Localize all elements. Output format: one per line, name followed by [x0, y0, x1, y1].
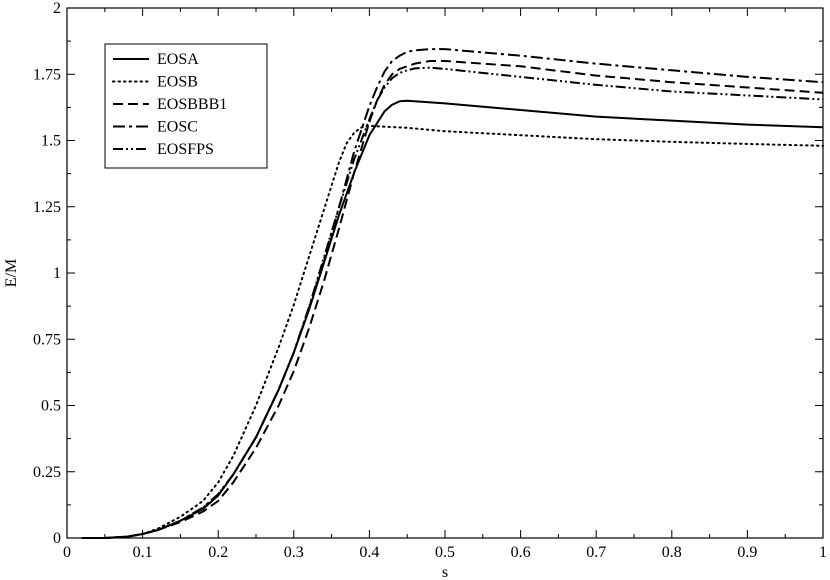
plot-area — [81, 48, 824, 539]
series-line-eosbbb1 — [82, 60, 824, 539]
legend: EOSA EOSB EOSBBB1 EOSC EOSFPS — [104, 43, 268, 169]
y-tick-label: 1.5 — [41, 133, 61, 150]
series-line-eosb — [81, 124, 824, 539]
y-axis-title: E/M — [3, 259, 20, 287]
x-tick-label: 0.2 — [208, 544, 228, 561]
x-tick-label: 0.5 — [435, 544, 455, 561]
y-tick-label: 0.75 — [33, 331, 61, 348]
y-tick-label: 0.5 — [41, 398, 61, 415]
legend-label-eosa: EOSA — [157, 51, 199, 68]
x-tick-label: 0.7 — [586, 544, 606, 561]
x-tick-label: 0.6 — [511, 544, 531, 561]
legend-box — [104, 43, 268, 169]
y-tick-label: 2 — [53, 0, 61, 17]
legend-label-eosbbb1: EOSBBB1 — [157, 96, 227, 113]
y-tick-label: 1.25 — [33, 199, 61, 216]
x-tick-label: 0.3 — [284, 544, 304, 561]
y-tick-label: 0.25 — [33, 464, 61, 481]
y-tick-label: 1.75 — [33, 66, 61, 83]
x-tick-label: 0.4 — [359, 544, 379, 561]
x-tick-label: 1 — [819, 544, 827, 561]
x-tick-label: 0 — [63, 544, 71, 561]
legend-label-eosb: EOSB — [157, 74, 198, 91]
x-axis-title: s — [442, 564, 448, 580]
legend-label-eosfps: EOSFPS — [157, 141, 214, 158]
axes: 0 0.1 0.2 0.3 0.4 0.5 0.6 0.7 0.8 0.9 1 0 0.25 0.5 0.7… — [3, 0, 827, 580]
x-tick-label: 0.1 — [133, 544, 153, 561]
legend-label-eosc: EOSC — [157, 119, 198, 136]
y-tick-label: 0 — [53, 530, 61, 547]
series-line-eosfps — [82, 66, 824, 539]
y-tick-label: 1 — [53, 265, 61, 282]
x-tick-label: 0.9 — [737, 544, 757, 561]
x-tick-label: 0.8 — [662, 544, 682, 561]
